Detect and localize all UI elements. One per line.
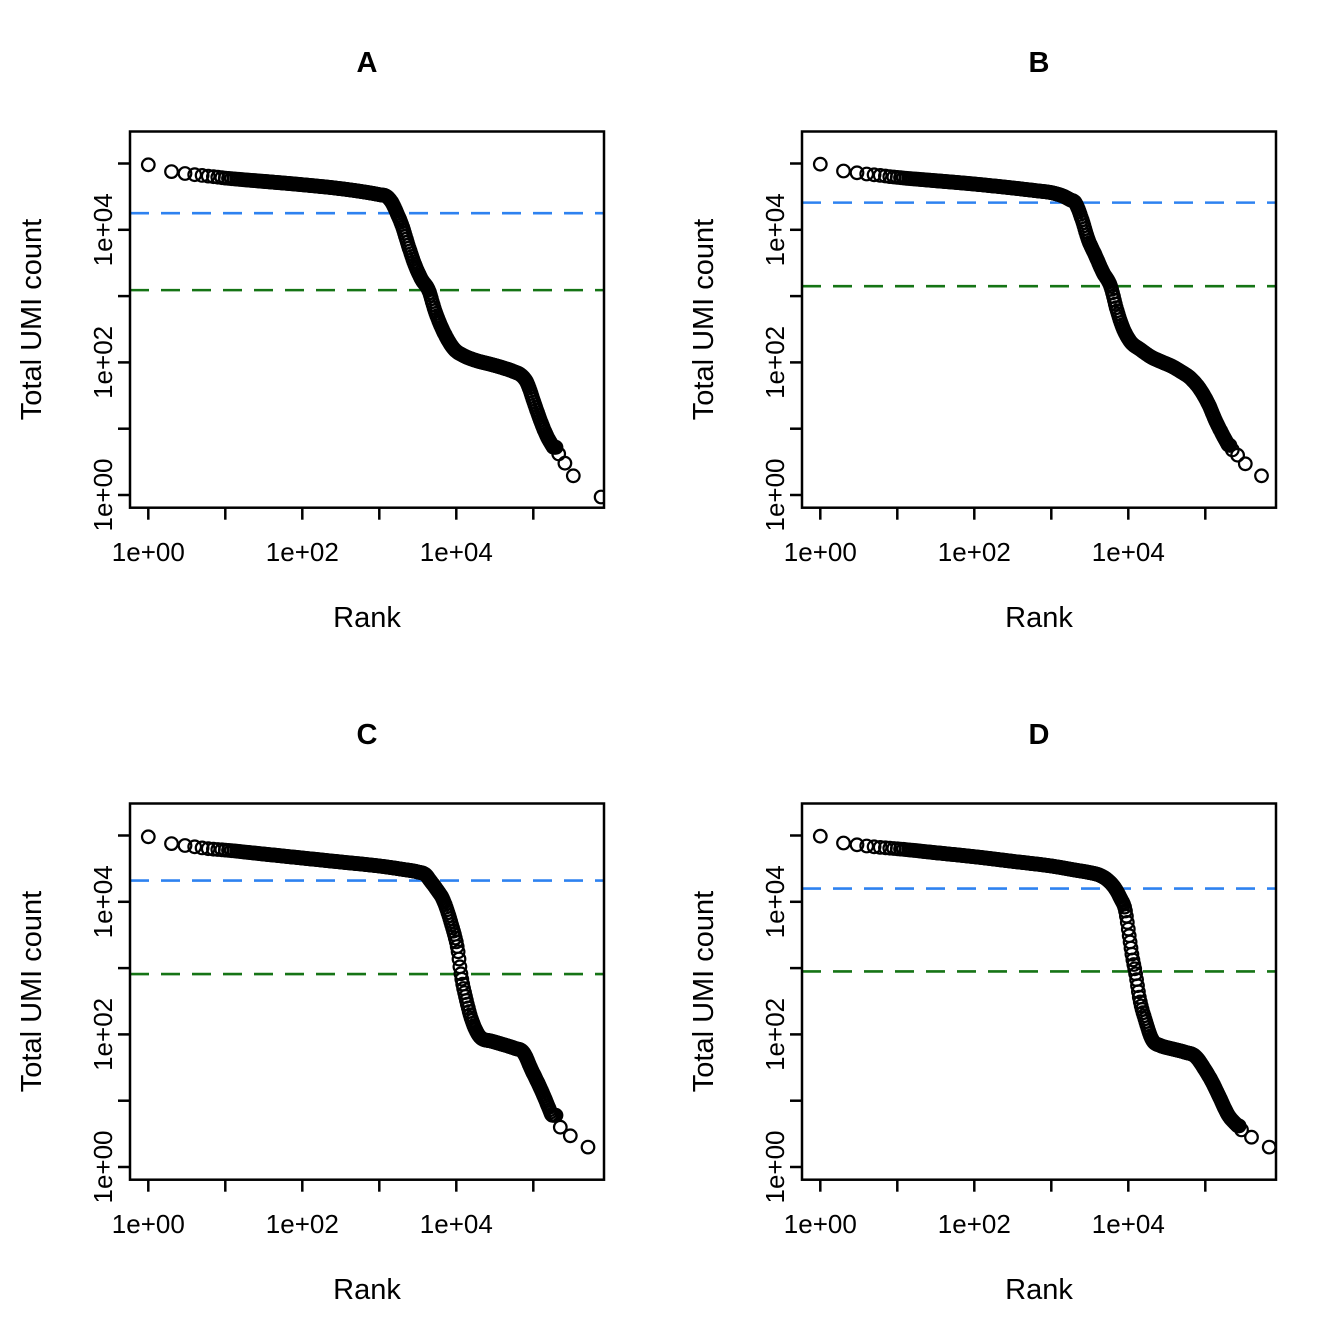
y-tick-label: 1e+00 (88, 1130, 118, 1203)
y-tick-label: 1e+04 (760, 865, 790, 938)
panel-b-x-axis-label: Rank (1005, 602, 1073, 634)
panel-a-title: A (356, 47, 378, 79)
panel-c: 1e+00 1e+02 1e+04 1e+00 1e+02 1e+04 C Total U… (0, 672, 672, 1344)
y-tick-label: 1e+04 (88, 193, 118, 266)
x-tick-label: 1e+00 (112, 537, 185, 567)
umi-rank-points (812, 156, 1269, 484)
x-tick-label: 1e+02 (266, 537, 339, 567)
panel-a-x-axis-label: Rank (333, 602, 401, 634)
panel-d-title: D (1028, 719, 1050, 751)
plot-box (800, 130, 1278, 509)
x-tick-label: 1e+00 (784, 1209, 857, 1239)
x-tick-label: 1e+02 (938, 1209, 1011, 1239)
y-tick-label: 1e+02 (88, 326, 118, 399)
panel-b-y-axis-label: Total UMI count (688, 218, 721, 421)
y-tick-label: 1e+02 (88, 998, 118, 1071)
plot-box (128, 802, 606, 1181)
panel-d-y-axis-label: Total UMI count (688, 890, 721, 1093)
plot-box (800, 802, 1278, 1181)
x-tick-label: 1e+04 (1092, 537, 1165, 567)
panel-d: 1e+00 1e+02 1e+04 1e+00 1e+02 1e+04 D Total U… (672, 672, 1344, 1344)
panel-b: 1e+00 1e+02 1e+04 1e+00 1e+02 1e+04 B Total U… (672, 0, 1344, 672)
y-tick-label: 1e+02 (760, 326, 790, 399)
panel-d-plot: 1e+00 1e+02 1e+04 1e+00 1e+02 1e+04 (760, 802, 1278, 1239)
umi-rank-points (812, 828, 1276, 1155)
umi-rank-points (140, 157, 604, 505)
x-tick-label: 1e+00 (784, 537, 857, 567)
y-tick-label: 1e+00 (760, 458, 790, 531)
panel-c-plot: 1e+00 1e+02 1e+04 1e+00 1e+02 1e+04 (88, 802, 606, 1239)
x-tick-label: 1e+02 (266, 1209, 339, 1239)
panel-c-x-axis-label: Rank (333, 1274, 401, 1306)
panel-a-y-axis-label: Total UMI count (16, 218, 49, 421)
y-tick-label: 1e+02 (760, 998, 790, 1071)
panel-a-plot: 1e+00 1e+02 1e+04 1e+00 1e+02 1e+04 (88, 130, 606, 567)
y-tick-label: 1e+04 (88, 865, 118, 938)
x-tick-label: 1e+02 (938, 537, 1011, 567)
panel-c-title: C (356, 719, 378, 751)
x-tick-label: 1e+04 (420, 537, 493, 567)
x-tick-label: 1e+04 (1092, 1209, 1165, 1239)
plot-box (128, 130, 606, 509)
umi-rank-points (140, 829, 596, 1155)
x-tick-label: 1e+04 (420, 1209, 493, 1239)
panel-a: 1e+00 1e+02 1e+04 1e+00 1e+02 1e+04 A Total U… (0, 0, 672, 672)
panel-b-title: B (1028, 47, 1050, 79)
y-tick-label: 1e+00 (760, 1130, 790, 1203)
panel-c-y-axis-label: Total UMI count (16, 890, 49, 1093)
y-tick-label: 1e+00 (88, 458, 118, 531)
panel-d-x-axis-label: Rank (1005, 1274, 1073, 1306)
x-tick-label: 1e+00 (112, 1209, 185, 1239)
y-tick-label: 1e+04 (760, 193, 790, 266)
panel-b-plot: 1e+00 1e+02 1e+04 1e+00 1e+02 1e+04 (760, 130, 1278, 567)
